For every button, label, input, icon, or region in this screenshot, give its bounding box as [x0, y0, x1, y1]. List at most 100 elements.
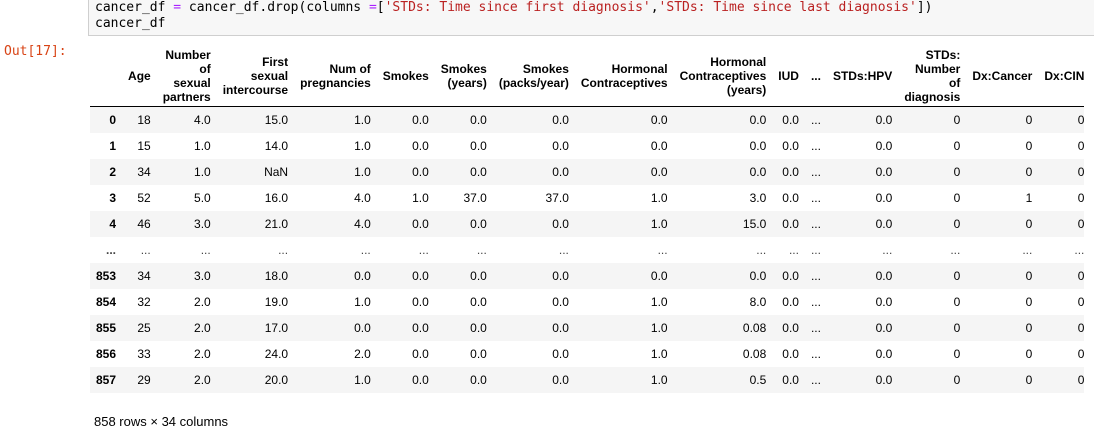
table-cell: 0	[1077, 217, 1084, 231]
table-cell: 0	[1025, 139, 1033, 153]
table-cell: 0.0	[875, 217, 893, 231]
table-cell: 0	[1025, 113, 1033, 127]
table-cell: 19.0	[264, 295, 289, 309]
table-cell: 0.0	[782, 347, 799, 361]
table-cell: 0.0	[470, 373, 487, 387]
table-cell: 0.0	[552, 217, 569, 231]
table-cell: 1.0	[650, 347, 668, 361]
table-cell: 1.0	[650, 321, 668, 335]
table-cell: 0	[1077, 165, 1084, 179]
table-cell: ...	[140, 243, 151, 257]
row-index: ...	[106, 243, 117, 257]
table-row: 1 15 1.0 14.0 1.0 0.0 0.0 0.0 0.0 0.0 0.0... 0.0 0 0 0	[90, 133, 1084, 159]
table-cell: 0	[1077, 269, 1084, 283]
table-cell: ...	[810, 269, 821, 283]
column-header: Dx:CIN	[1038, 46, 1084, 107]
table-cell: ...	[950, 243, 961, 257]
table-cell: 1.0	[194, 165, 211, 179]
table-cell: 0.0	[782, 321, 799, 335]
table-cell: 15	[137, 139, 151, 153]
table-cell: 0.0	[782, 217, 799, 231]
table-cell: 2.0	[194, 321, 211, 335]
column-header: Smokes (years)	[434, 46, 493, 107]
table-cell: 52	[137, 191, 151, 205]
table-cell: 0.0	[412, 321, 429, 335]
table-cell: 20.0	[264, 373, 289, 387]
row-index: 3	[109, 191, 117, 205]
table-cell: 16.0	[264, 191, 289, 205]
table-cell: ...	[558, 243, 569, 257]
code-cell[interactable]: cancer_df = cancer_df.drop(columns =['ST…	[88, 0, 1094, 36]
table-cell: 1.0	[354, 139, 371, 153]
table-cell: ...	[1022, 243, 1033, 257]
table-cell: 4.0	[354, 191, 371, 205]
column-header: Age	[122, 46, 157, 107]
table-cell: 0.0	[552, 165, 569, 179]
table-cell: 0.0	[650, 165, 668, 179]
table-cell: 0.0	[875, 139, 893, 153]
table-cell: 0.0	[412, 269, 429, 283]
dataframe-output: Age Number of sexual partners First sexual…	[90, 46, 1084, 400]
table-row: 853 34 3.0 18.0 0.0 0.0 0.0 0.0 0.0 0.0 0.0... 0.0 0…	[90, 263, 1084, 289]
table-cell: 18	[137, 113, 151, 127]
table-cell: 0.0	[650, 139, 668, 153]
column-header: Hormonal Contraceptives	[574, 46, 674, 107]
column-header: First sexual intercourse	[216, 46, 295, 107]
table-cell: 0.0	[782, 295, 799, 309]
column-header: Number of sexual partners	[156, 46, 217, 107]
table-cell: 0.0	[470, 295, 487, 309]
table-cell: 15.0	[264, 113, 289, 127]
table-cell: 5.0	[194, 191, 211, 205]
column-header: ...	[804, 46, 827, 107]
table-cell: 0.0	[782, 373, 799, 387]
table-cell: ...	[810, 191, 821, 205]
table-cell: 0	[953, 295, 961, 309]
table-cell: 0.0	[875, 321, 893, 335]
table-cell: 17.0	[264, 321, 289, 335]
table-row: 857 29 2.0 20.0 1.0 0.0 0.0 0.0 1.0 0.5 0.0... 0.0 0…	[90, 367, 1084, 393]
table-cell: 0.0	[782, 269, 799, 283]
column-header: Hormonal Contraceptives (years)	[673, 46, 773, 107]
row-index: 857	[96, 373, 117, 387]
table-cell: ...	[756, 243, 767, 257]
table-cell: ...	[810, 373, 821, 387]
table-cell: 0	[953, 113, 961, 127]
table-cell: ...	[657, 243, 668, 257]
column-header: Dx:Cancer	[966, 46, 1039, 107]
table-cell: 0.0	[552, 269, 569, 283]
table-cell: 1.0	[194, 139, 211, 153]
table-cell: ...	[1074, 243, 1084, 257]
code-token: cancer_df	[95, 0, 174, 15]
table-cell: 37.0	[545, 191, 569, 205]
table-cell: 4.0	[354, 217, 371, 231]
table-cell: 0.0	[749, 165, 767, 179]
table-cell: 0.0	[875, 113, 893, 127]
table-cell: 0.0	[749, 113, 767, 127]
table-cell: 0.0	[749, 269, 767, 283]
dataframe-shape: 858 rows × 34 columns	[94, 414, 229, 429]
table-cell: 0	[1025, 165, 1033, 179]
table-row: 856 33 2.0 24.0 2.0 0.0 0.0 0.0 1.0 0.08 0.0... 0.0…	[90, 341, 1084, 367]
table-cell: 2.0	[194, 373, 211, 387]
table-cell: 0.0	[412, 165, 429, 179]
output-prompt: Out[17]:	[4, 44, 67, 59]
table-cell: 25	[137, 321, 151, 335]
table-cell: 0.08	[742, 321, 767, 335]
table-cell: 1.0	[412, 191, 429, 205]
table-cell: 0	[1025, 373, 1033, 387]
table-cell: 0.08	[742, 347, 767, 361]
row-index: 0	[109, 113, 117, 127]
table-cell: 0.0	[552, 373, 569, 387]
table-cell: ...	[810, 347, 821, 361]
table-cell: 0	[953, 373, 961, 387]
table-cell: 0	[1077, 347, 1084, 361]
table-cell: 3.0	[194, 269, 211, 283]
table-cell: ...	[810, 295, 821, 309]
table-cell: 32	[137, 295, 151, 309]
table-cell: 0	[1077, 373, 1084, 387]
table-cell: 3.0	[194, 217, 211, 231]
column-header: Num of pregnancies	[294, 46, 377, 107]
table-cell: 0.0	[470, 139, 487, 153]
table-cell: 1.0	[650, 191, 668, 205]
table-cell: ...	[810, 139, 821, 153]
